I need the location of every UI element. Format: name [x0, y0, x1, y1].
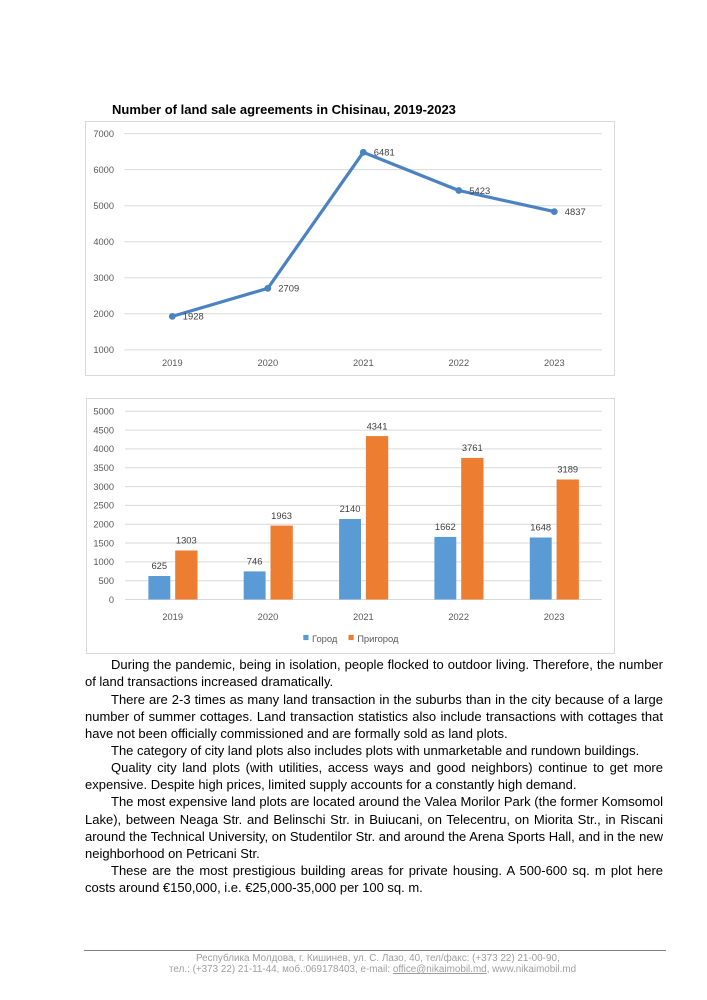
svg-text:7000: 7000 [93, 129, 114, 139]
svg-text:2022: 2022 [448, 358, 469, 368]
svg-text:5000: 5000 [93, 407, 114, 417]
svg-text:2021: 2021 [353, 612, 374, 622]
svg-text:2020: 2020 [258, 612, 279, 622]
svg-text:2000: 2000 [93, 520, 114, 530]
svg-text:6000: 6000 [93, 165, 114, 175]
svg-text:2500: 2500 [93, 501, 114, 511]
svg-text:2020: 2020 [257, 358, 278, 368]
svg-text:3189: 3189 [557, 464, 578, 475]
svg-text:4837: 4837 [565, 206, 586, 217]
svg-text:3000: 3000 [93, 482, 114, 492]
svg-text:3500: 3500 [93, 463, 114, 473]
svg-text:0: 0 [109, 595, 114, 605]
svg-text:Город: Город [312, 633, 338, 644]
svg-text:4500: 4500 [93, 425, 114, 435]
svg-text:Пригород: Пригород [357, 633, 399, 644]
svg-text:500: 500 [98, 576, 114, 586]
svg-text:4000: 4000 [93, 237, 114, 247]
svg-text:3761: 3761 [462, 442, 483, 453]
svg-text:4341: 4341 [367, 420, 388, 431]
svg-text:5000: 5000 [93, 201, 114, 211]
svg-text:1928: 1928 [183, 311, 204, 322]
svg-text:1662: 1662 [435, 521, 456, 532]
svg-text:1000: 1000 [93, 557, 114, 567]
svg-text:3000: 3000 [93, 273, 114, 283]
svg-text:1500: 1500 [93, 538, 114, 548]
svg-text:1000: 1000 [93, 345, 114, 355]
svg-text:2023: 2023 [544, 612, 565, 622]
svg-text:2000: 2000 [93, 309, 114, 319]
svg-text:2019: 2019 [162, 612, 183, 622]
svg-text:2021: 2021 [353, 358, 374, 368]
svg-text:625: 625 [151, 560, 167, 571]
svg-text:2140: 2140 [340, 503, 361, 514]
svg-text:2023: 2023 [544, 358, 565, 368]
svg-text:5423: 5423 [469, 185, 490, 196]
svg-text:2019: 2019 [162, 358, 183, 368]
svg-text:2022: 2022 [448, 612, 469, 622]
svg-text:1303: 1303 [176, 535, 197, 546]
svg-text:1648: 1648 [530, 522, 551, 533]
svg-text:746: 746 [247, 556, 263, 567]
svg-text:4000: 4000 [93, 444, 114, 454]
svg-text:2709: 2709 [278, 283, 299, 294]
svg-text:1963: 1963 [271, 510, 292, 521]
svg-text:6481: 6481 [374, 147, 395, 158]
